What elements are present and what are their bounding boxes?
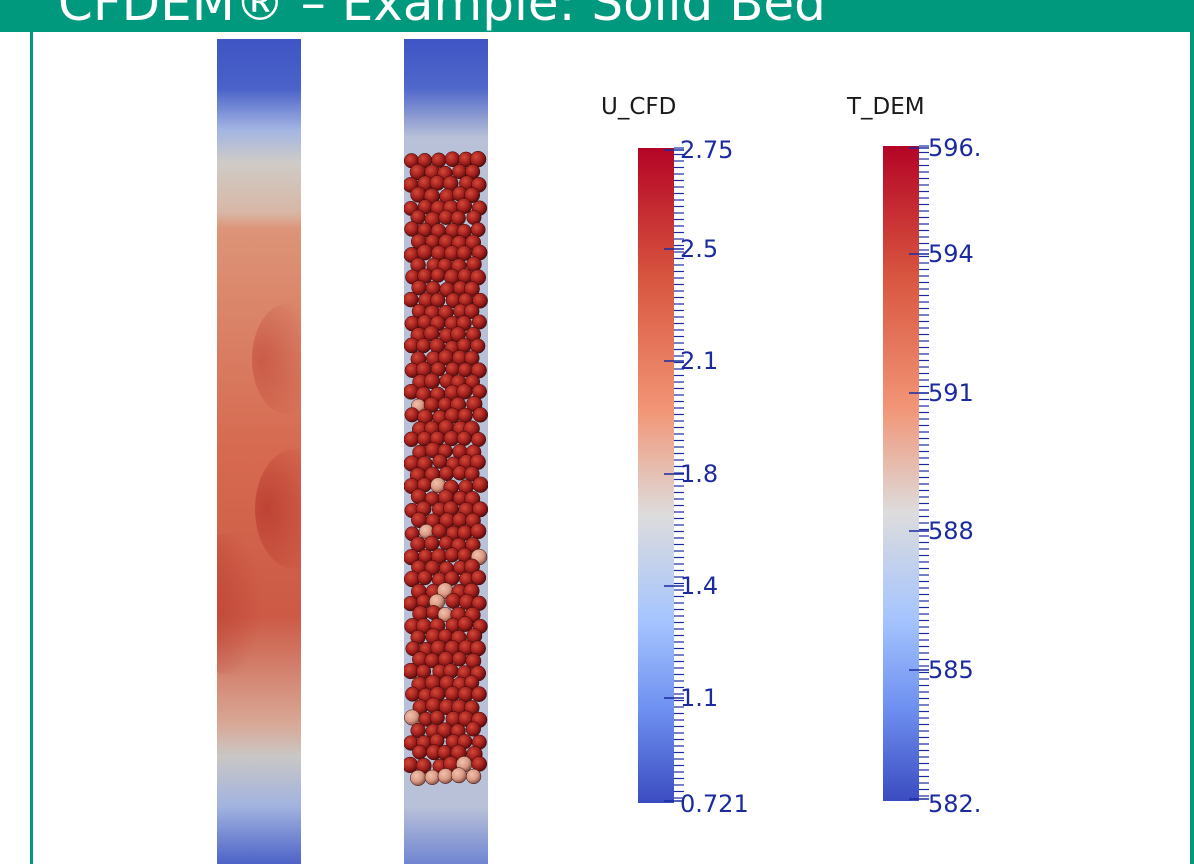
particle-sphere bbox=[423, 372, 441, 390]
particle-sphere bbox=[465, 768, 482, 785]
particle-sphere bbox=[472, 476, 488, 493]
t-dem-colorbar bbox=[883, 145, 929, 801]
t-dem-tick-label: 591 bbox=[928, 379, 974, 407]
particle-sphere bbox=[415, 338, 432, 354]
u-cfd-legend-title: U_CFD bbox=[601, 94, 677, 120]
u-cfd-tick-label: 2.5 bbox=[680, 235, 719, 263]
t-dem-legend-title: T_DEM bbox=[847, 94, 925, 120]
particle-sphere bbox=[405, 686, 421, 702]
particle-sphere bbox=[404, 431, 420, 448]
left-accent-border bbox=[30, 32, 33, 864]
t-dem-tick-label: 588 bbox=[928, 517, 974, 545]
u-cfd-tick-label: 2.75 bbox=[680, 136, 734, 164]
particle-sphere bbox=[404, 407, 420, 423]
particle-sphere bbox=[417, 570, 433, 586]
particle-spheres bbox=[404, 150, 488, 786]
particle-sphere bbox=[464, 350, 480, 366]
particle-sphere bbox=[430, 267, 446, 283]
t-dem-tick-label: 585 bbox=[928, 656, 974, 684]
particle-sphere bbox=[471, 314, 487, 330]
particle-sphere bbox=[471, 686, 487, 702]
particle-bed-field bbox=[404, 39, 488, 864]
t-dem-tick-label: 594 bbox=[928, 240, 974, 268]
particle-sphere bbox=[472, 501, 488, 518]
u-cfd-colorbar-gradient bbox=[638, 148, 674, 803]
particle-sphere bbox=[464, 187, 481, 204]
t-dem-colorbar-ticks bbox=[909, 145, 929, 800]
u-cfd-colorbar-ticks bbox=[664, 147, 684, 802]
particle-sphere bbox=[470, 569, 487, 586]
particle-sphere bbox=[404, 709, 421, 726]
particle-sphere bbox=[463, 303, 480, 319]
u-cfd-tick-label: 1.4 bbox=[680, 572, 719, 600]
t-dem-colorbar-gradient bbox=[883, 146, 919, 801]
particle-sphere bbox=[464, 466, 480, 482]
particle-sphere bbox=[457, 616, 474, 632]
u-cfd-tick-label: 2.1 bbox=[680, 347, 719, 375]
fluid-velocity-field bbox=[217, 39, 301, 864]
header-bar: CFDEM® – Example: Solid Bed bbox=[0, 0, 1194, 32]
particle-sphere bbox=[450, 767, 467, 784]
u-cfd-tick-label: 1.8 bbox=[680, 460, 719, 488]
fluid-velocity-column bbox=[217, 39, 301, 864]
particle-sphere bbox=[465, 721, 481, 737]
particle-sphere bbox=[472, 292, 488, 309]
u-cfd-colorbar bbox=[638, 147, 684, 803]
u-cfd-tick-label: 1.1 bbox=[680, 684, 719, 712]
left-margin bbox=[0, 32, 30, 864]
particle-sphere bbox=[470, 523, 487, 540]
particle-sphere bbox=[445, 592, 462, 609]
particle-sphere bbox=[424, 769, 440, 785]
particle-sphere bbox=[472, 407, 488, 423]
particle-sphere bbox=[437, 768, 454, 784]
right-accent-border bbox=[1190, 32, 1194, 864]
u-cfd-tick-label: 0.721 bbox=[680, 790, 749, 818]
particle-sphere bbox=[412, 744, 428, 760]
particle-sphere bbox=[456, 430, 472, 447]
particle-bed-column bbox=[404, 39, 488, 864]
particle-sphere bbox=[410, 769, 427, 786]
slide-title: CFDEM® – Example: Solid Bed bbox=[58, 0, 826, 32]
particle-sphere bbox=[451, 651, 467, 667]
t-dem-tick-label: 596. bbox=[928, 134, 982, 162]
t-dem-tick-label: 582. bbox=[928, 790, 982, 818]
